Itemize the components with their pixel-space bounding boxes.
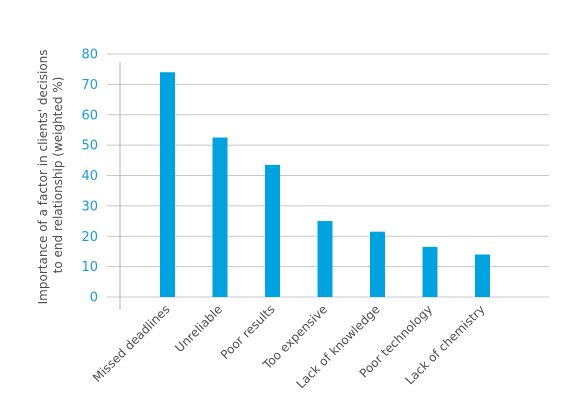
y-tick-labels: 0 10 20 30 40 50 60 70 80 [81, 48, 98, 306]
bar-poor-results [265, 164, 280, 297]
bar-too-expensive [317, 221, 333, 297]
gridlines [107, 53, 549, 298]
y-tick-label: 80 [81, 48, 98, 63]
y-tick-label: 60 [81, 108, 98, 123]
y-axis-title-line-1: Importance of a factor in clients' decis… [36, 49, 50, 304]
y-axis-title-line-2: to end relationship (weighted %) [51, 77, 65, 274]
bars [160, 72, 490, 297]
y-tick-label: 40 [81, 169, 98, 184]
x-tick-label: Missed deadlines [90, 302, 173, 385]
y-tick-label: 50 [81, 139, 98, 154]
y-tick-label: 30 [81, 199, 98, 214]
bar-unreliable [212, 137, 228, 297]
y-tick-label: 20 [81, 230, 98, 245]
x-tick-label: Unreliable [172, 302, 225, 355]
bar-lack-of-chemistry [475, 254, 490, 297]
bar-lack-of-knowledge [370, 231, 385, 297]
y-tick-label: 0 [90, 291, 98, 306]
bar-poor-technology [422, 246, 438, 297]
y-axis-title: Importance of a factor in clients' decis… [36, 46, 65, 305]
y-tick-label: 10 [81, 260, 98, 275]
bar-missed-deadlines [160, 72, 175, 297]
y-tick-label: 70 [81, 78, 98, 93]
